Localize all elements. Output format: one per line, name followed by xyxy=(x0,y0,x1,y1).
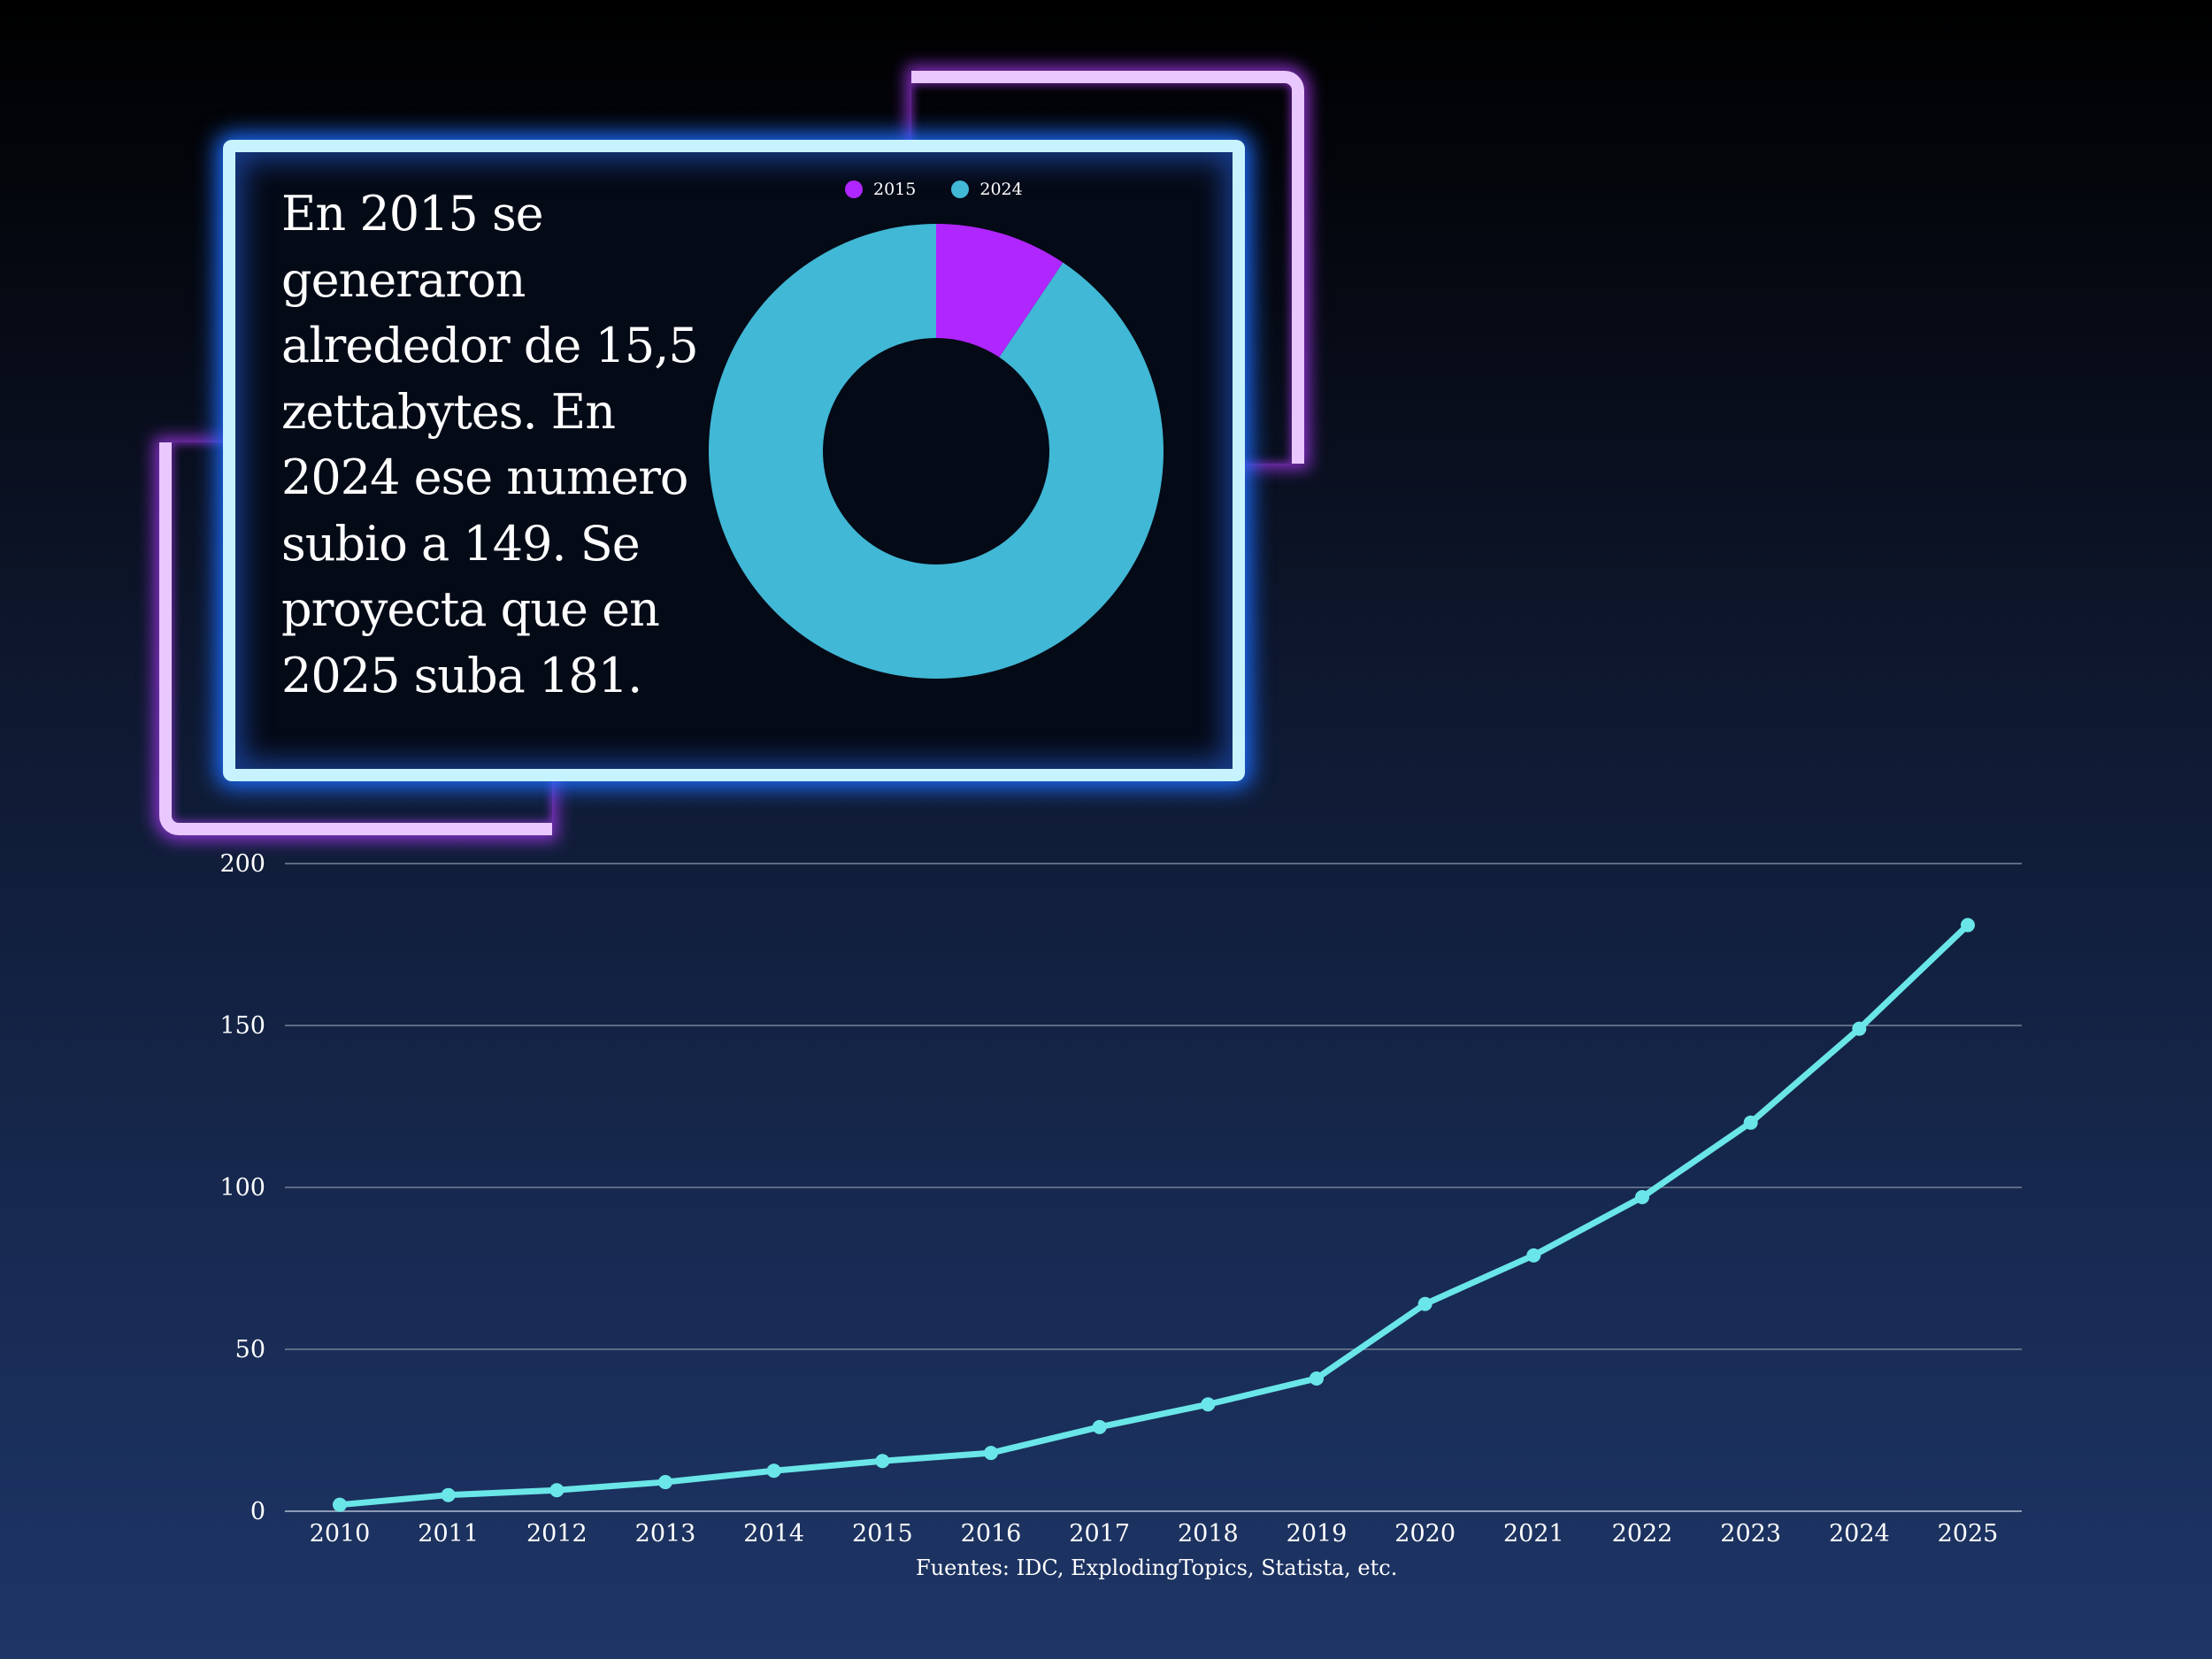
x-tick-label: 2011 xyxy=(418,1520,479,1548)
donut-slice-2024 xyxy=(709,223,1164,679)
data-point xyxy=(658,1475,672,1490)
data-line xyxy=(339,923,1970,1509)
data-point xyxy=(1310,1371,1324,1386)
statement-line: generaron xyxy=(281,251,526,308)
x-tick-label: 2021 xyxy=(1503,1520,1564,1548)
donut-legend: 2015 2024 xyxy=(845,180,1023,199)
x-tick-label: 2018 xyxy=(1178,1520,1239,1548)
legend-dot-icon xyxy=(951,180,970,198)
neon-corner-bottom-left xyxy=(159,442,552,835)
y-tick-label: 0 xyxy=(250,1498,265,1525)
statement-line: alrededor de 15,5 xyxy=(281,318,699,373)
x-tick-label: 2025 xyxy=(1938,1520,1999,1548)
x-tick-label: 2023 xyxy=(1720,1520,1781,1548)
y-tick-label: 150 xyxy=(219,1012,265,1040)
data-point xyxy=(1743,1115,1758,1130)
x-tick-label: 2024 xyxy=(1829,1520,1890,1548)
data-point xyxy=(1635,1189,1649,1204)
data-point xyxy=(1201,1397,1216,1412)
y-tick-label: 200 xyxy=(219,850,265,878)
statement-line: 2025 suba 181. xyxy=(281,647,642,703)
data-point xyxy=(875,1454,890,1469)
statement-text: En 2015 se generaron alrededor de 15,5 z… xyxy=(281,181,724,709)
legend-label: 2024 xyxy=(979,180,1023,199)
sources-caption: Fuentes: IDC, ExplodingTopics, Statista,… xyxy=(916,1555,1398,1580)
x-tick-label: 2010 xyxy=(310,1520,371,1548)
data-point xyxy=(766,1463,781,1479)
statement-line: 2024 ese numero xyxy=(281,449,688,505)
y-tick-label: 100 xyxy=(219,1174,265,1202)
x-tick-label: 2019 xyxy=(1286,1520,1348,1548)
x-tick-label: 2017 xyxy=(1069,1520,1130,1548)
y-tick-label: 50 xyxy=(235,1336,265,1363)
data-point xyxy=(1852,1021,1867,1036)
statement-line: En 2015 se xyxy=(281,186,544,242)
data-point xyxy=(549,1483,565,1498)
x-tick-label: 2012 xyxy=(526,1520,588,1548)
legend-item-2015: 2015 xyxy=(845,180,916,199)
donut-chart xyxy=(709,223,1164,679)
x-tick-label: 2014 xyxy=(743,1520,804,1548)
data-point xyxy=(1961,918,1975,933)
x-tick-label: 2013 xyxy=(635,1520,696,1548)
statement-line: proyecta que en xyxy=(281,581,660,637)
data-point xyxy=(1092,1419,1107,1434)
legend-label: 2015 xyxy=(873,180,917,199)
x-tick-label: 2016 xyxy=(961,1520,1022,1548)
legend-dot-icon xyxy=(845,180,863,198)
x-tick-label: 2015 xyxy=(852,1520,913,1548)
neon-corner-top-right xyxy=(911,71,1304,464)
data-point xyxy=(984,1446,998,1461)
data-point xyxy=(1417,1296,1432,1311)
x-tick-label: 2022 xyxy=(1612,1520,1673,1548)
data-point xyxy=(333,1497,347,1512)
legend-item-2024: 2024 xyxy=(951,180,1023,199)
donut-slice-2015 xyxy=(936,224,1064,357)
data-point xyxy=(1526,1248,1541,1263)
data-point xyxy=(441,1487,456,1502)
x-tick-label: 2020 xyxy=(1394,1520,1455,1548)
statement-line: zettabytes. En xyxy=(281,383,616,440)
statement-line: subio a 149. Se xyxy=(281,515,641,572)
